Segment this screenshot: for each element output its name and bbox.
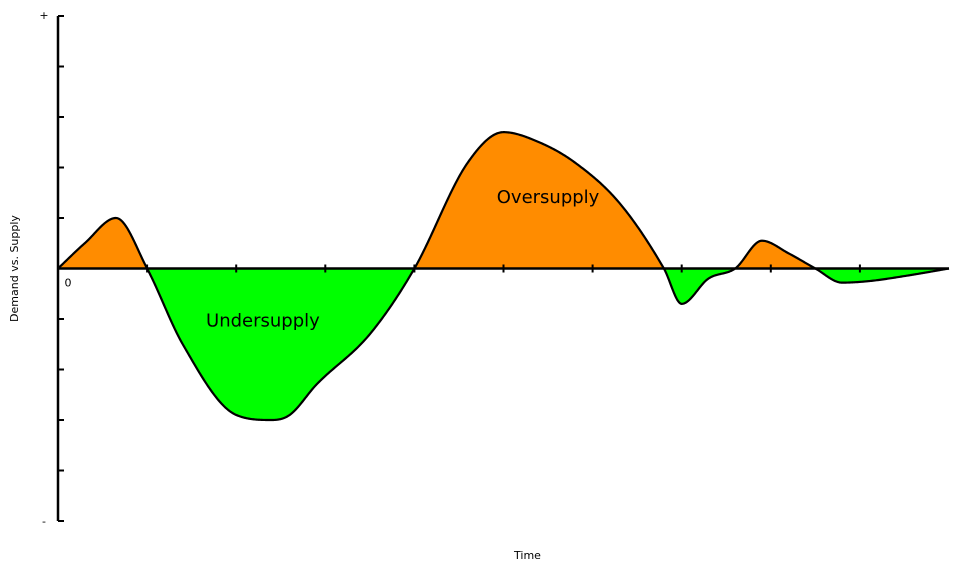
oversupply-area [735, 240, 816, 269]
oversupply-area [414, 132, 664, 269]
y-axis-top-label: + [39, 9, 48, 22]
y-axis-label: Demand vs. Supply [8, 215, 21, 322]
undersupply-area [815, 268, 949, 283]
oversupply-area [58, 218, 148, 269]
oversupply-label: Oversupply [497, 187, 600, 208]
y-axis-bottom-label: - [42, 515, 46, 528]
x-axis-label: Time [513, 549, 541, 562]
demand-supply-curve [57, 131, 950, 422]
area-fills [58, 132, 949, 420]
undersupply-area [147, 268, 415, 420]
undersupply-label: Undersupply [206, 311, 320, 332]
origin-label: 0 [65, 277, 72, 290]
